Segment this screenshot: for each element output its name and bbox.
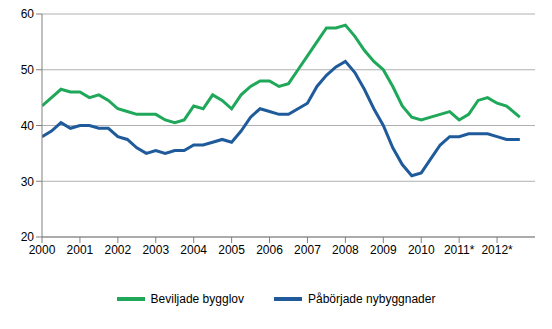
html-text:Påbörjade nybyggnader: Påbörjade nybyggnader (308, 292, 436, 306)
svg-text:2011*: 2011* (444, 243, 475, 257)
svg-text:20: 20 (21, 230, 35, 244)
svg-text:60: 60 (21, 7, 35, 21)
svg-text:30: 30 (21, 175, 35, 189)
svg-text:2001: 2001 (67, 243, 94, 257)
svg-text:2009: 2009 (370, 243, 397, 257)
svg-text:2005: 2005 (218, 243, 245, 257)
svg-text:2002: 2002 (104, 243, 131, 257)
svg-text:2008: 2008 (332, 243, 359, 257)
svg-text:2012*: 2012* (481, 243, 513, 257)
html-text:Beviljade bygglov: Beviljade bygglov (150, 292, 244, 306)
svg-text:2004: 2004 (180, 243, 207, 257)
svg-text:2010: 2010 (408, 243, 435, 257)
svg-text:2000: 2000 (29, 243, 56, 257)
svg-text:2003: 2003 (142, 243, 169, 257)
svg-text:40: 40 (21, 119, 35, 133)
svg-text:2006: 2006 (256, 243, 283, 257)
svg-text:50: 50 (21, 63, 35, 77)
svg-text:2007: 2007 (294, 243, 321, 257)
